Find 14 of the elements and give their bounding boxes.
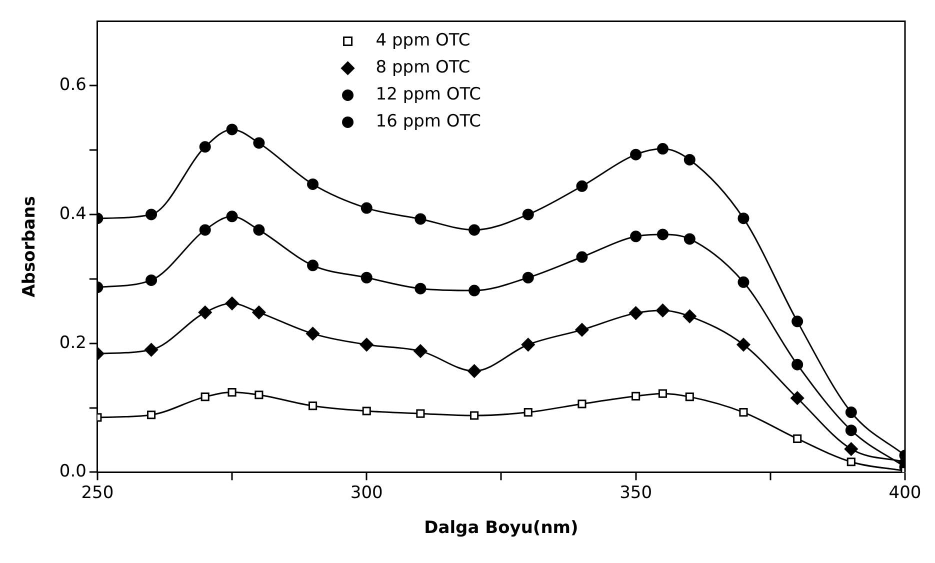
x-tick-label: 400 — [888, 482, 922, 503]
legend-label: 16 ppm OTC — [376, 112, 482, 132]
x-tick-label: 250 — [81, 482, 114, 503]
y-axis-title: Absorbans — [20, 196, 40, 298]
y-tick-label: 0.0 — [59, 462, 86, 482]
legend-label: 8 ppm OTC — [376, 58, 470, 78]
x-tick-label: 350 — [620, 482, 652, 503]
y-tick-label: 0.6 — [59, 75, 86, 96]
legend-label: 12 ppm OTC — [376, 84, 482, 105]
y-tick-label: 0.2 — [59, 332, 86, 353]
y-tick-label: 0.4 — [59, 204, 86, 224]
x-tick-label: 300 — [350, 482, 383, 503]
x-axis-title: Dalga Boyu(nm) — [424, 518, 578, 538]
legend-label: 4 ppm OTC — [376, 30, 470, 51]
